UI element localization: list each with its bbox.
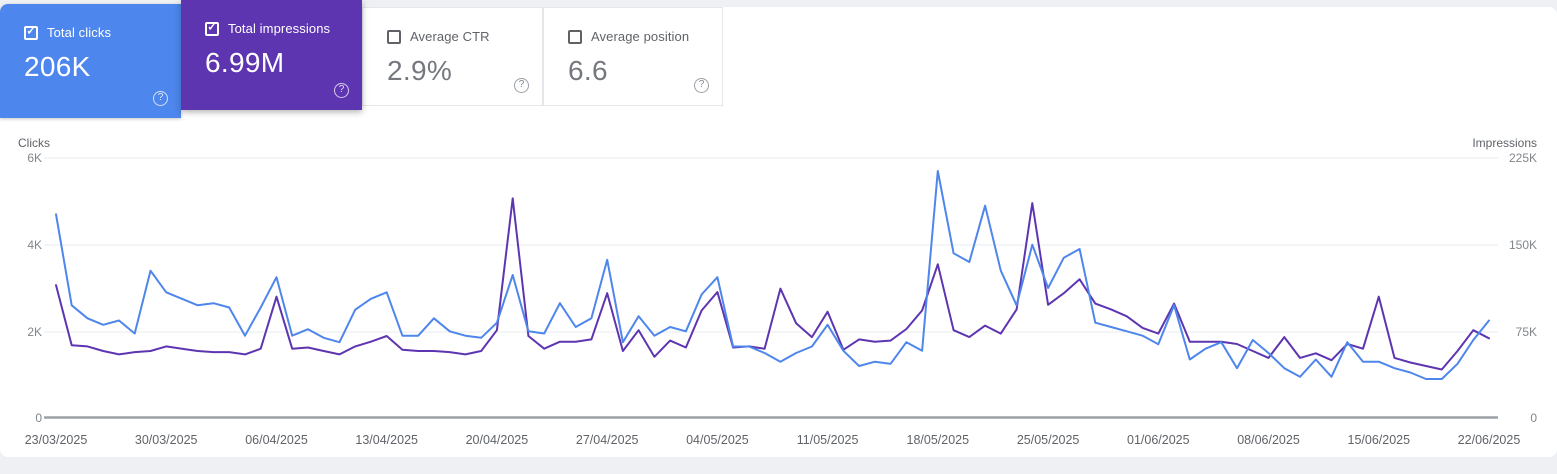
right-axis-tick: 150K — [1508, 238, 1537, 252]
average-ctr-checkbox[interactable] — [387, 29, 401, 44]
checkmark-icon: ✓ — [207, 21, 217, 34]
metric-card-average-ctr[interactable]: Average CTR 2.9% ? — [362, 7, 543, 106]
impressions-line-series — [55, 197, 1490, 371]
x-axis-tick-label: 30/03/2025 — [134, 433, 198, 447]
help-icon[interactable]: ? — [694, 78, 709, 93]
help-icon[interactable]: ? — [334, 83, 349, 98]
left-axis-tick: 2K — [27, 325, 42, 339]
x-axis-tick-label: 06/04/2025 — [245, 433, 308, 447]
x-axis-tick-label: 13/04/2025 — [355, 433, 418, 447]
right-axis-tick: 75K — [1515, 325, 1537, 339]
average-position-label: Average position — [591, 29, 690, 44]
total-clicks-value: 206K — [24, 51, 91, 82]
x-axis-tick-label: 15/06/2025 — [1347, 433, 1411, 447]
x-axis-tick-label: 27/04/2025 — [575, 433, 639, 447]
total-clicks-checkbox[interactable]: ✓ — [24, 25, 38, 40]
x-axis-tick-label: 25/05/2025 — [1016, 433, 1080, 447]
x-axis-tick-label: 18/05/2025 — [906, 433, 970, 447]
average-position-value: 6.6 — [568, 55, 608, 86]
metric-card-total-impressions[interactable]: ✓ Total impressions 6.99M ? — [181, 0, 362, 110]
total-impressions-value: 6.99M — [205, 47, 285, 78]
x-axis-tick-label: 11/05/2025 — [796, 433, 859, 447]
x-axis-tick-label: 23/03/2025 — [24, 433, 88, 447]
total-clicks-label: Total clicks — [47, 25, 112, 40]
x-axis-tick-label: 22/06/2025 — [1457, 433, 1521, 447]
x-axis-labels: 23/03/2025 30/03/2025 06/04/2025 13/04/2025… — [0, 433, 1557, 449]
total-impressions-checkbox[interactable]: ✓ — [205, 21, 219, 36]
help-icon[interactable]: ? — [153, 91, 168, 106]
x-axis-tick-label: 01/06/2025 — [1127, 433, 1190, 447]
left-axis-title: Clicks — [18, 136, 50, 150]
left-axis-tick: 0 — [35, 411, 42, 425]
total-impressions-label: Total impressions — [228, 21, 331, 36]
metric-card-total-clicks[interactable]: ✓ Total clicks 206K ? — [0, 4, 181, 118]
average-ctr-value: 2.9% — [387, 55, 453, 86]
average-position-checkbox[interactable] — [568, 29, 582, 44]
clicks-line-series — [55, 170, 1490, 380]
metric-card-average-position[interactable]: Average position 6.6 ? — [543, 7, 723, 106]
average-ctr-label: Average CTR — [410, 29, 490, 44]
x-axis-tick-label: 08/06/2025 — [1237, 433, 1300, 447]
left-axis-tick: 4K — [27, 238, 42, 252]
help-icon[interactable]: ? — [514, 78, 529, 93]
x-axis-tick-label: 04/05/2025 — [686, 433, 749, 447]
right-axis-tick: 225K — [1508, 151, 1537, 165]
x-axis-tick-label: 20/04/2025 — [465, 433, 529, 447]
checkmark-icon: ✓ — [26, 25, 36, 38]
right-axis-title: Impressions — [1472, 136, 1537, 150]
left-axis-tick: 6K — [27, 151, 42, 165]
right-axis-tick: 0 — [1530, 411, 1537, 425]
